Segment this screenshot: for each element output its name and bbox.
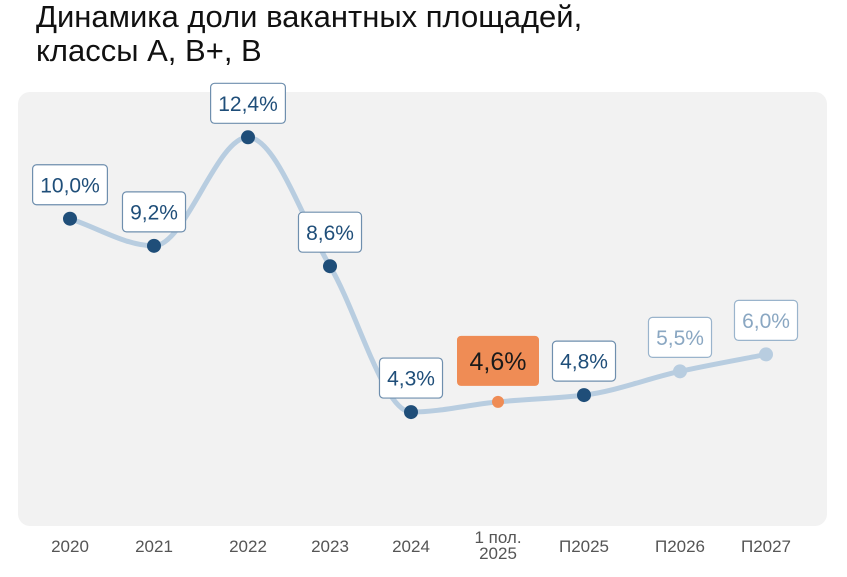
data-point — [404, 405, 418, 420]
data-label-box — [647, 316, 713, 358]
data-label: 6,0% — [742, 310, 790, 333]
data-label: 8,6% — [306, 222, 354, 245]
data-label-box — [210, 82, 287, 124]
x-tick-label: 2022 — [229, 537, 267, 556]
data-label: 10,0% — [40, 174, 100, 197]
chart-title: Динамика доли вакантных площадей, классы… — [36, 0, 583, 68]
x-tick-label: 2021 — [135, 537, 173, 556]
data-point — [323, 259, 337, 274]
x-tick-label: 2023 — [311, 537, 349, 556]
x-tick-label: 2024 — [392, 537, 430, 556]
data-point — [241, 130, 255, 145]
data-label-box — [733, 299, 799, 341]
data-point — [63, 211, 77, 226]
data-label-box — [551, 340, 617, 382]
chart-panel — [18, 92, 827, 526]
data-label: 5,5% — [656, 327, 704, 350]
data-label-box — [31, 164, 109, 206]
x-tick-label: 2020 — [51, 537, 89, 556]
data-label-box — [378, 357, 444, 399]
data-label-box — [121, 191, 187, 233]
data-point — [492, 395, 504, 408]
data-label: 4,6% — [470, 348, 527, 376]
data-label: 4,8% — [560, 351, 608, 374]
x-tick-label: П2027 — [741, 537, 791, 556]
x-tick-label: 1 пол. 2025 — [474, 528, 521, 563]
data-label-box — [457, 335, 539, 386]
data-label: 4,3% — [387, 368, 435, 391]
data-label-box — [297, 211, 363, 253]
x-tick-label: П2026 — [655, 537, 705, 556]
x-tick-label: П2025 — [559, 537, 609, 556]
data-point — [147, 238, 161, 253]
data-point — [759, 347, 773, 362]
data-label: 12,4% — [218, 93, 278, 116]
data-label: 9,2% — [130, 201, 178, 224]
data-point — [673, 364, 687, 379]
data-point — [577, 388, 591, 403]
